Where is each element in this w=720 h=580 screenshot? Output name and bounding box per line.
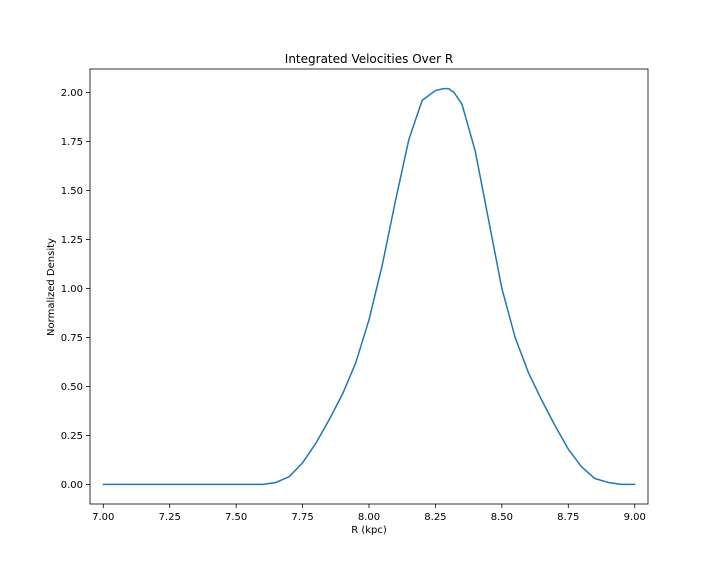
x-axis-label: R (kpc) xyxy=(351,525,387,536)
y-axis-label: Normalized Density xyxy=(46,238,57,336)
y-tick-label: 0.25 xyxy=(61,431,83,442)
y-tick-label: 1.25 xyxy=(61,235,83,246)
x-tick-label: 8.00 xyxy=(358,512,380,523)
y-tick-label: 0.75 xyxy=(61,333,83,344)
x-tick-label: 9.00 xyxy=(624,512,646,523)
y-tick-label: 1.50 xyxy=(61,186,83,197)
x-tick-label: 8.75 xyxy=(557,512,579,523)
y-tick-label: 1.00 xyxy=(61,284,83,295)
y-tick-label: 0.00 xyxy=(61,480,83,491)
y-axis-ticks: 0.00 0.25 0.50 0.75 1.00 1.25 1.50 1.75 2.00 xyxy=(61,88,90,491)
plot-frame xyxy=(89,68,649,505)
y-tick-label: 0.50 xyxy=(61,382,83,393)
x-tick-label: 8.50 xyxy=(491,512,513,523)
chart-title: Integrated Velocities Over R xyxy=(285,52,453,66)
x-tick-label: 7.50 xyxy=(225,512,247,523)
series-line xyxy=(102,87,636,486)
x-tick-label: 7.00 xyxy=(92,512,114,523)
y-tick-label: 1.75 xyxy=(61,137,83,148)
x-axis-ticks: 7.00 7.25 7.50 7.75 8.00 8.25 8.50 8.75 9.00 xyxy=(92,504,646,523)
x-tick-label: 8.25 xyxy=(424,512,446,523)
x-tick-label: 7.75 xyxy=(291,512,313,523)
x-tick-label: 7.25 xyxy=(159,512,181,523)
y-tick-label: 2.00 xyxy=(61,88,83,99)
